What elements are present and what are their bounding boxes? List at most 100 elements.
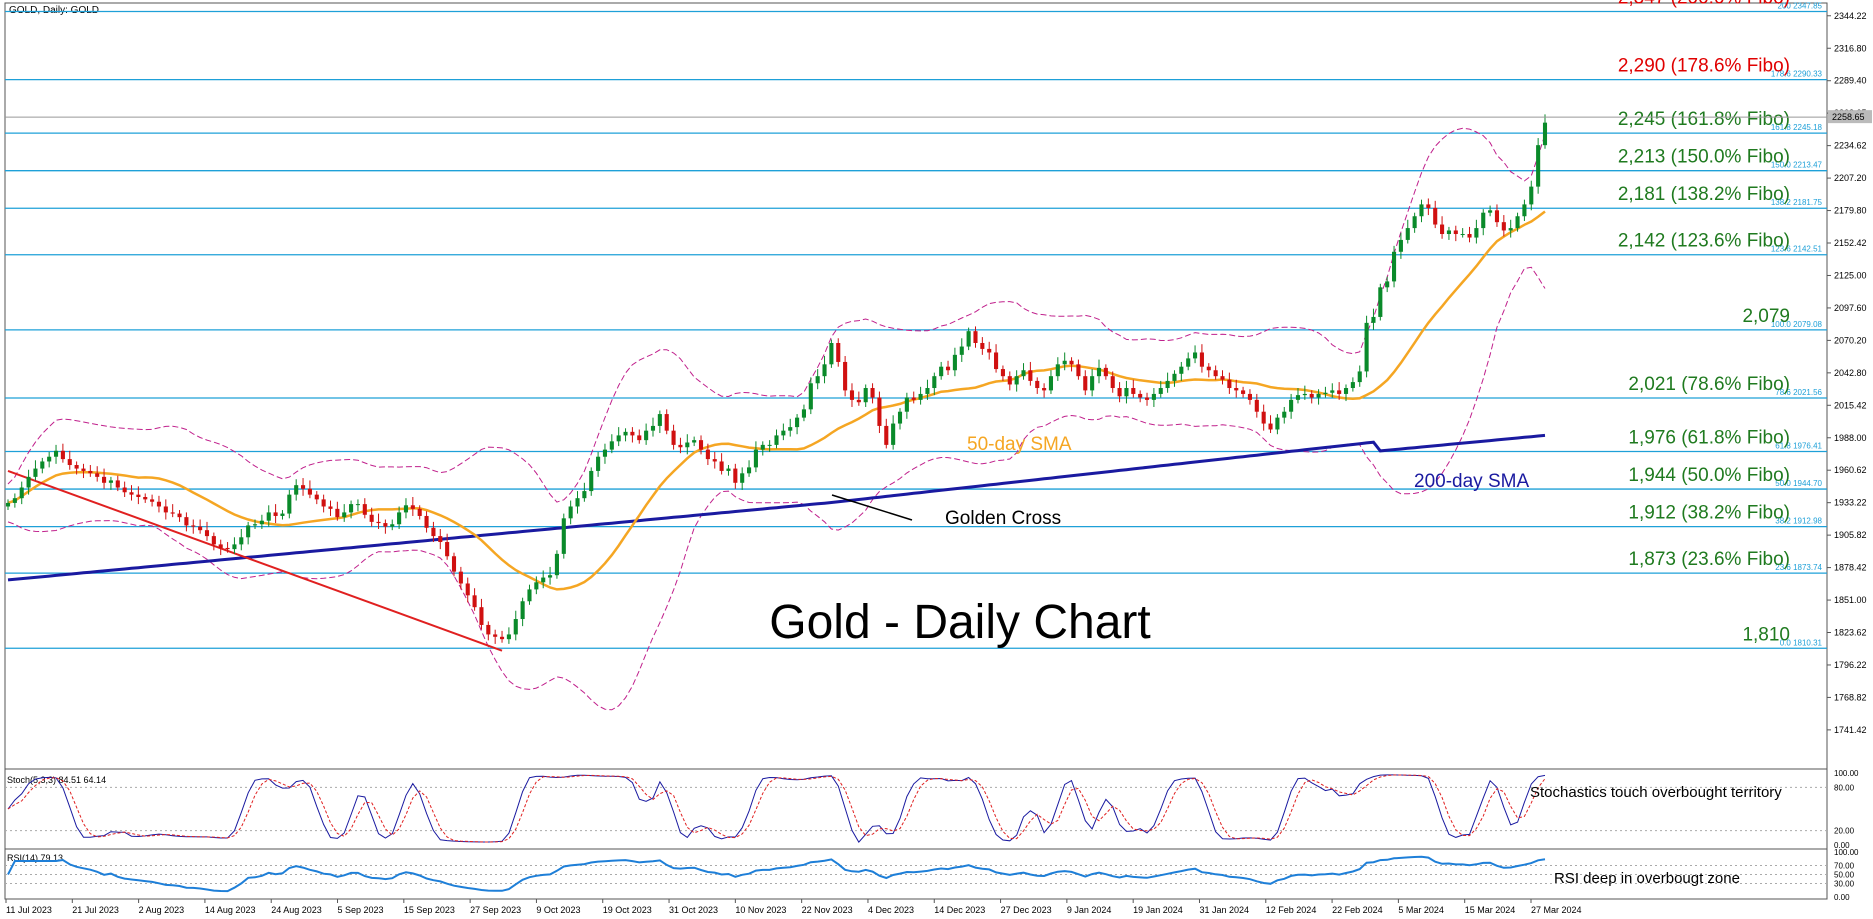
- candle-body: [1131, 388, 1136, 394]
- candle-body: [904, 397, 909, 412]
- candle-body: [1522, 204, 1527, 217]
- time-tick-label: 24 Aug 2023: [271, 905, 322, 915]
- time-axis: 11 Jul 2023 21 Jul 2023 2 Aug 2023 14 Aug 2…: [5, 899, 1582, 915]
- rsi-tick-label: 50.00: [1834, 871, 1855, 880]
- candle-body: [102, 476, 107, 483]
- current-price-box: [1828, 110, 1872, 124]
- candle-body: [1138, 393, 1143, 398]
- candle-body: [424, 515, 429, 528]
- fibo-level-label: 1,810: [1742, 624, 1790, 645]
- candle-body: [1035, 380, 1040, 389]
- candle-body: [1117, 388, 1122, 397]
- candle-body: [280, 513, 285, 516]
- price-tick-label: 2179.80: [1834, 206, 1867, 216]
- candle-body: [88, 470, 93, 474]
- stochastic-oscillator: 100.00 80.00 20.00 0.00: [5, 769, 1859, 850]
- candle-body: [541, 577, 546, 583]
- candle-body: [602, 449, 608, 457]
- candle-body: [1330, 390, 1335, 393]
- candle-body: [911, 397, 916, 400]
- candle-body: [644, 430, 649, 441]
- price-tick-label: 2234.62: [1834, 141, 1867, 151]
- time-tick-label: 31 Jan 2024: [1199, 905, 1249, 915]
- candle-body: [1446, 230, 1451, 235]
- candle-body: [445, 542, 450, 557]
- candle-body: [740, 473, 745, 483]
- chart-title: Gold - Daily Chart: [769, 596, 1150, 649]
- candle-body: [637, 435, 642, 441]
- time-tick-label: 9 Jan 2024: [1067, 905, 1112, 915]
- candle-body: [1048, 376, 1054, 391]
- candle-body: [1343, 388, 1349, 394]
- candle-body: [493, 634, 498, 637]
- candle-body: [170, 512, 175, 514]
- fibo-level-label: 2,079: [1742, 306, 1790, 327]
- candle-body: [1419, 204, 1424, 217]
- fibo-level-label: 2,142 (123.6% Fibo): [1618, 231, 1790, 252]
- candle-body: [355, 504, 360, 506]
- candle-body: [1289, 399, 1294, 412]
- time-tick-label: 12 Feb 2024: [1266, 905, 1317, 915]
- time-tick-label: 22 Feb 2024: [1332, 905, 1383, 915]
- time-tick-label: 5 Mar 2024: [1398, 905, 1444, 915]
- candle-body: [925, 388, 930, 394]
- time-tick-label: 14 Aug 2023: [205, 905, 256, 915]
- candle-body: [1536, 145, 1541, 187]
- candle-body: [1165, 380, 1170, 389]
- candle-body: [767, 444, 772, 446]
- candle-body: [465, 583, 470, 596]
- price-tick-label: 2015.42: [1834, 400, 1867, 410]
- candle-body: [1474, 228, 1479, 238]
- candle-body: [959, 346, 964, 355]
- time-tick-label: 4 Dec 2023: [868, 905, 914, 915]
- candle-body: [1062, 360, 1067, 365]
- time-tick-label: 2 Aug 2023: [139, 905, 185, 915]
- candle-body: [726, 468, 731, 471]
- price-tick-label: 2097.60: [1834, 303, 1867, 313]
- price-tick-label: 2207.20: [1834, 173, 1867, 183]
- candle-body: [472, 595, 477, 608]
- candle-body: [1323, 392, 1328, 394]
- candle-body: [801, 409, 806, 418]
- candle-body: [616, 435, 621, 442]
- candle-body: [774, 435, 779, 445]
- fibo-axis-label: 150.0 2213.47: [1771, 161, 1823, 170]
- candle-body: [623, 431, 628, 436]
- fibo-axis-label: 0.0 1810.31: [1780, 638, 1823, 647]
- candle-body: [1295, 395, 1301, 400]
- candle-body: [1405, 228, 1410, 240]
- candle-body: [115, 480, 120, 488]
- time-tick-label: 19 Oct 2023: [603, 905, 652, 915]
- current-price-label: 2258.65: [1832, 112, 1865, 122]
- candle-body: [1220, 376, 1225, 380]
- candle-body: [589, 470, 594, 492]
- candle-body: [973, 331, 978, 343]
- candle-body: [438, 536, 443, 543]
- time-tick-label: 22 Nov 2023: [802, 905, 853, 915]
- candle-body: [1090, 376, 1095, 391]
- candle-body: [1501, 222, 1506, 231]
- candle-body: [60, 450, 65, 460]
- candle-body: [26, 476, 31, 488]
- candle-body: [129, 492, 134, 495]
- fibo-axis-label: 161.8 2245.18: [1771, 123, 1823, 132]
- rsi-tick-label: 70.00: [1834, 862, 1855, 871]
- candle-body: [369, 514, 374, 522]
- candle-body: [891, 423, 896, 445]
- candle-body: [836, 342, 841, 362]
- candle-body: [307, 488, 312, 495]
- candle-body: [1467, 234, 1472, 238]
- candle-body: [136, 494, 141, 498]
- symbol-title: GOLD, Daily: GOLD: [9, 5, 99, 16]
- fibo-level-label: 2,347 (200.0% Fibo): [1618, 0, 1790, 8]
- candle-body: [795, 417, 800, 428]
- price-tick-label: 2070.20: [1834, 335, 1867, 345]
- candle-body: [1124, 388, 1129, 397]
- candle-body: [1350, 382, 1355, 389]
- fibo-level-label: 2,021 (78.6% Fibo): [1628, 374, 1790, 395]
- candle-body: [191, 525, 196, 527]
- candle-body: [376, 521, 381, 524]
- candle-body: [534, 582, 539, 590]
- candle-body: [67, 459, 72, 466]
